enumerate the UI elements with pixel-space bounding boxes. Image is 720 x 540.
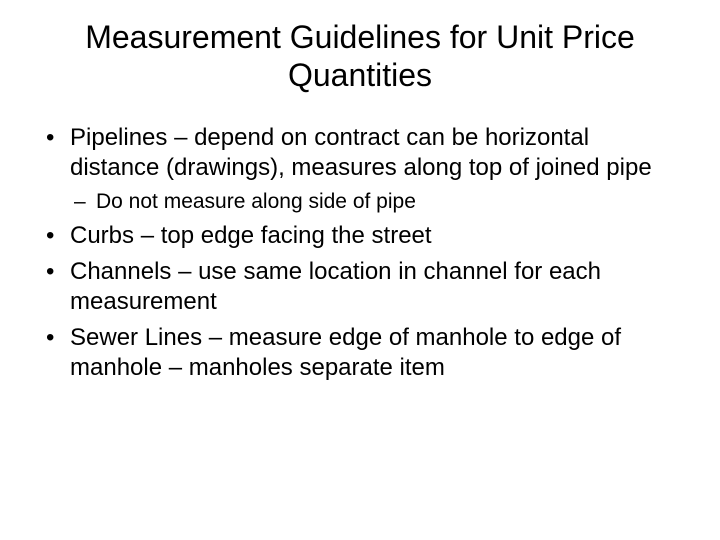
slide-title: Measurement Guidelines for Unit Price Qu… bbox=[40, 18, 680, 95]
bullet-text: Channels – use same location in channel … bbox=[70, 258, 601, 315]
bullet-list: Pipelines – depend on contract can be ho… bbox=[40, 123, 680, 383]
bullet-text: Pipelines – depend on contract can be ho… bbox=[70, 124, 652, 181]
slide-body: Pipelines – depend on contract can be ho… bbox=[40, 123, 680, 383]
list-item: Sewer Lines – measure edge of manhole to… bbox=[40, 323, 680, 383]
list-item: Curbs – top edge facing the street bbox=[40, 221, 680, 251]
sub-bullet-list: Do not measure along side of pipe bbox=[70, 189, 680, 215]
list-item: Do not measure along side of pipe bbox=[70, 189, 680, 215]
bullet-text: Do not measure along side of pipe bbox=[96, 190, 416, 213]
bullet-text: Curbs – top edge facing the street bbox=[70, 222, 432, 249]
list-item: Pipelines – depend on contract can be ho… bbox=[40, 123, 680, 215]
list-item: Channels – use same location in channel … bbox=[40, 257, 680, 317]
slide: Measurement Guidelines for Unit Price Qu… bbox=[0, 0, 720, 540]
bullet-text: Sewer Lines – measure edge of manhole to… bbox=[70, 324, 621, 381]
